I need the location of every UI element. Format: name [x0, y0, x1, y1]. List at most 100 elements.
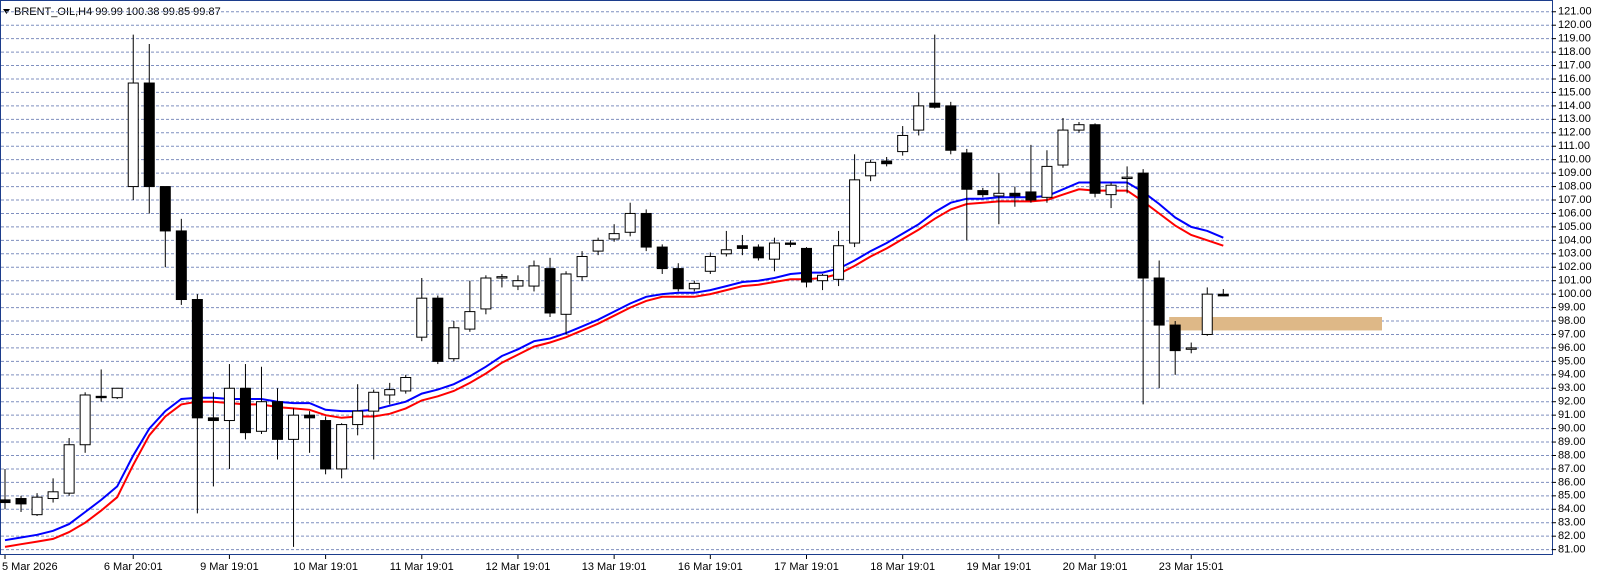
candle-body: [913, 105, 925, 131]
x-tick-label: 13 Mar 19:01: [582, 561, 647, 573]
candle-body: [320, 420, 332, 470]
candle-body: [496, 276, 508, 279]
candle-body: [207, 417, 219, 422]
candle-body: [1201, 293, 1213, 335]
candle-body: [704, 255, 716, 272]
candle-body: [368, 391, 380, 412]
y-tick-label: 106.00: [1558, 207, 1592, 219]
candle-body: [448, 327, 460, 360]
candle-body: [544, 268, 556, 314]
candle-body: [929, 102, 941, 108]
candle-body: [1217, 293, 1229, 297]
y-tick-label: 118.00: [1558, 46, 1591, 58]
y-tick-label: 92.00: [1558, 396, 1586, 408]
price-zone: [1169, 316, 1382, 331]
candle-body: [191, 299, 203, 419]
y-tick-label: 103.00: [1558, 248, 1592, 260]
y-tick-label: 95.00: [1558, 355, 1586, 367]
candle-body: [127, 82, 139, 188]
y-tick-label: 89.00: [1558, 436, 1586, 448]
candle-body: [255, 401, 267, 432]
candle-body: [223, 387, 235, 422]
candle-body: [736, 245, 748, 249]
x-tick-label: 16 Mar 19:01: [678, 561, 743, 573]
y-tick-label: 115.00: [1558, 86, 1591, 98]
candle-body: [512, 280, 524, 287]
y-tick-label: 88.00: [1558, 449, 1586, 461]
candle-body: [1009, 192, 1021, 197]
candle-body: [79, 394, 91, 446]
candle-body: [239, 387, 251, 434]
y-tick-label: 120.00: [1558, 19, 1592, 31]
candle-body: [560, 273, 572, 315]
y-tick-label: 84.00: [1558, 503, 1586, 515]
candle-body: [768, 242, 780, 260]
candle-body: [1073, 124, 1085, 131]
x-tick-label: 10 Mar 19:01: [293, 561, 358, 573]
x-tick-label: 18 Mar 19:01: [870, 561, 935, 573]
y-tick-label: 108.00: [1558, 180, 1592, 192]
candle-body: [672, 268, 684, 290]
y-tick-label: 117.00: [1558, 59, 1591, 71]
candle-body: [817, 274, 829, 282]
x-tick-label: 12 Mar 19:01: [486, 561, 551, 573]
candle-body: [993, 192, 1005, 197]
y-tick-label: 110.00: [1558, 154, 1591, 166]
y-tick-label: 93.00: [1558, 382, 1586, 394]
candle-body: [1105, 184, 1117, 196]
y-tick-label: 85.00: [1558, 490, 1586, 502]
y-tick-label: 98.00: [1558, 315, 1586, 327]
candle-body: [432, 297, 444, 362]
candle-body: [47, 491, 59, 500]
candle-body: [576, 255, 588, 278]
candle-body: [288, 414, 300, 440]
candle-body: [784, 242, 796, 245]
x-tick-label: 23 Mar 15:01: [1159, 561, 1224, 573]
candle-body: [752, 246, 764, 259]
candle-body: [608, 233, 620, 240]
y-tick-label: 107.00: [1558, 194, 1592, 206]
y-tick-label: 116.00: [1558, 73, 1591, 85]
x-tick-label: 11 Mar 19:01: [390, 561, 454, 573]
y-tick-label: 101.00: [1558, 275, 1592, 287]
y-tick-label: 112.00: [1558, 127, 1591, 139]
y-tick-label: 113.00: [1558, 113, 1591, 125]
candle-body: [352, 410, 364, 426]
candle-body: [945, 105, 957, 151]
candle-body: [897, 134, 909, 153]
y-tick-label: 111.00: [1558, 140, 1590, 152]
y-tick-label: 109.00: [1558, 167, 1592, 179]
candle-body: [640, 212, 652, 248]
candle-body: [528, 265, 540, 287]
candle-body: [464, 311, 476, 330]
candle-body: [480, 277, 492, 310]
candle-body: [336, 424, 348, 470]
candle-body: [111, 387, 123, 399]
candle-body: [624, 212, 636, 233]
x-tick-label: 5 Mar 2026: [2, 561, 58, 573]
y-tick-label: 81.00: [1558, 544, 1586, 556]
candle-body: [31, 496, 43, 516]
x-tick-label: 19 Mar 19:01: [966, 561, 1031, 573]
candle-body: [1185, 347, 1197, 350]
candle-body: [881, 160, 893, 165]
candle-body: [1121, 176, 1133, 179]
x-tick-label: 17 Mar 19:01: [774, 561, 839, 573]
candle-body: [1089, 124, 1101, 194]
x-tick-label: 9 Mar 19:01: [200, 561, 259, 573]
candle-body: [1025, 191, 1037, 201]
x-tick-label: 20 Mar 19:01: [1063, 561, 1128, 573]
y-tick-label: 87.00: [1558, 463, 1586, 475]
y-tick-label: 105.00: [1558, 221, 1592, 233]
candle-body: [1169, 324, 1181, 352]
candle-body: [801, 247, 812, 283]
candle-body: [416, 297, 428, 338]
y-tick-label: 119.00: [1558, 33, 1591, 45]
candle-body: [15, 498, 27, 505]
candle-body: [961, 152, 973, 190]
moving-average: [4, 188, 1224, 548]
y-tick-label: 100.00: [1558, 288, 1592, 300]
y-tick-label: 102.00: [1558, 261, 1592, 273]
candle-body: [159, 186, 171, 232]
